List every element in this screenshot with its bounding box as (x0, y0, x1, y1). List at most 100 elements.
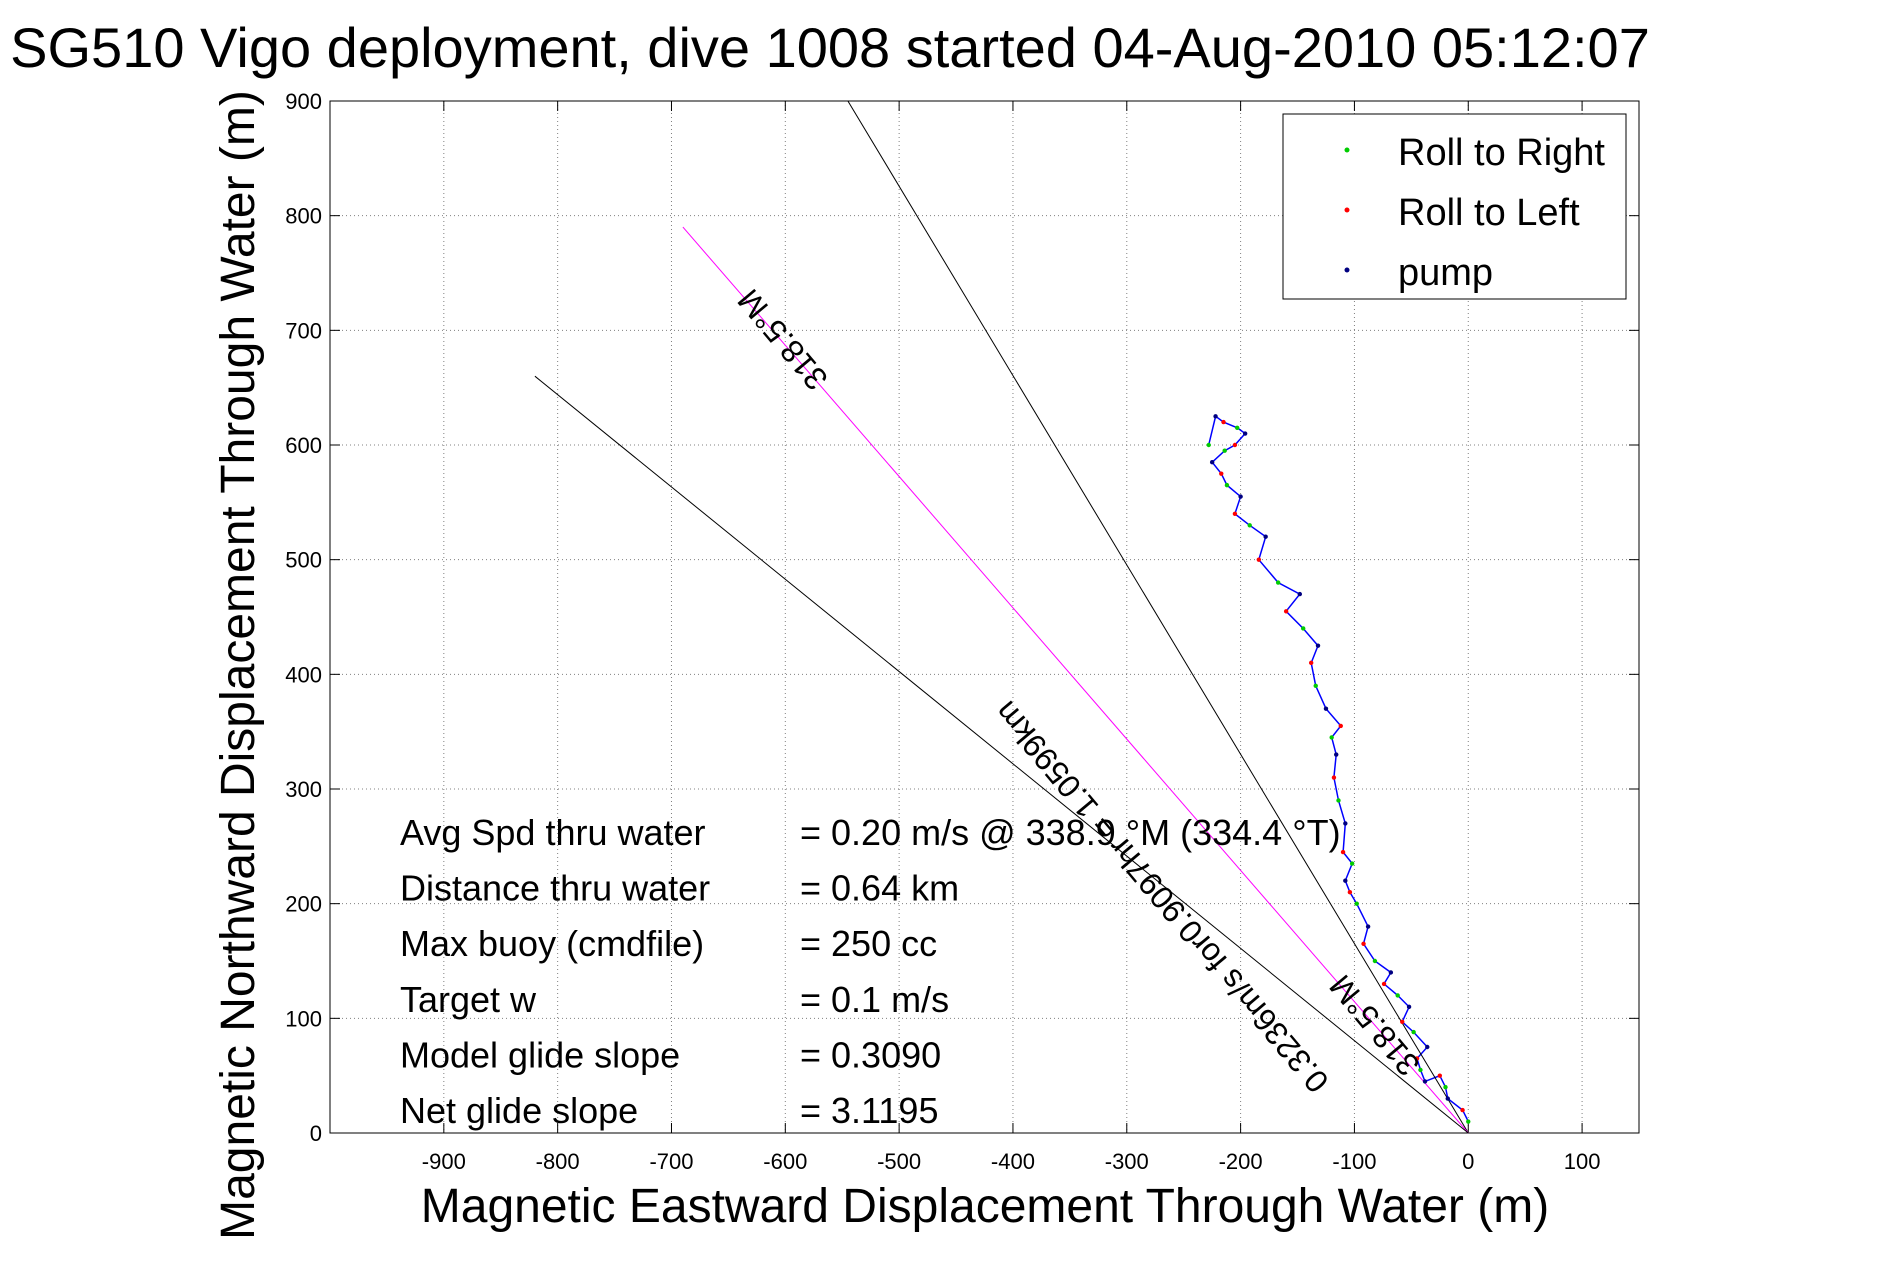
track-marker (1209, 460, 1215, 465)
track-marker (1334, 752, 1339, 757)
track-marker (1315, 643, 1321, 648)
track-marker (1365, 924, 1371, 929)
track-marker (1224, 482, 1230, 488)
track-marker (1418, 1067, 1423, 1073)
plot-area-frame (329, 100, 1640, 1134)
chart-title: SG510 Vigo deployment, dive 1008 started… (10, 16, 1650, 79)
roll-pump-markers (1206, 414, 1471, 1124)
y-tick-label: 700 (285, 318, 322, 343)
track-marker (1343, 878, 1348, 883)
track-marker (1247, 523, 1252, 528)
y-axis-ticks: 0 100 200 300 400 500 600 700 800 900 (285, 89, 1639, 1146)
legend: Roll to Right Roll to Left pump (1282, 113, 1627, 300)
x-axis-ticks: -900 -800 -700 -600 -500 -400 -300 -200 -100 0 100 (422, 101, 1601, 1174)
track-marker (1372, 958, 1378, 964)
track-marker (1301, 626, 1306, 631)
track-marker (1338, 723, 1343, 729)
annotations: 318.5°M0.3236m/s for0.9097hr = 1.0599km3… (730, 282, 1426, 1099)
track-marker (1206, 442, 1211, 448)
track-marker (1445, 1096, 1450, 1101)
x-tick-label: 100 (1564, 1149, 1601, 1174)
stat-value: = 0.1 m/s (800, 979, 949, 1020)
stat-value: = 0.64 km (800, 868, 959, 909)
track-marker (1347, 890, 1353, 895)
annotation-text: 0.3236m/s for0.9097hr = 1.0599km (987, 694, 1335, 1099)
y-tick-label: 400 (285, 662, 322, 687)
annotation-text: 318.5°M (1322, 968, 1426, 1083)
stat-label: Net glide slope (400, 1090, 638, 1131)
track-marker (1414, 1056, 1420, 1061)
track-marker (1437, 1073, 1443, 1078)
stat-label: Distance thru water (400, 868, 710, 909)
y-tick-label: 200 (285, 892, 322, 917)
track-marker (1297, 591, 1302, 597)
track-marker (1275, 580, 1281, 585)
legend-marker (1344, 207, 1350, 213)
stats-block: Avg Spd thru water = 0.20 m/s @ 338.9 °M … (400, 812, 1341, 1131)
track-marker (1242, 431, 1248, 436)
track-marker (1232, 511, 1238, 516)
track-marker (1354, 901, 1359, 906)
track-marker (1336, 798, 1341, 803)
legend-label: Roll to Left (1398, 192, 1580, 234)
track-marker (1313, 683, 1318, 688)
stat-label: Max buoy (cmdfile) (400, 923, 704, 964)
track-marker (1361, 941, 1366, 946)
stat-label: Model glide slope (400, 1034, 680, 1075)
x-tick-label: -700 (649, 1149, 693, 1174)
stat-label: Target w (400, 979, 537, 1020)
track-marker (1343, 821, 1348, 826)
track-marker (1238, 494, 1243, 499)
x-axis-label: Magnetic Eastward Displacement Through W… (421, 1180, 1549, 1233)
track-marker (1232, 442, 1238, 448)
track-marker (1422, 1079, 1428, 1084)
x-tick-label: -300 (1105, 1149, 1149, 1174)
legend-label: pump (1398, 252, 1493, 294)
track-marker (1381, 981, 1387, 987)
track-marker (1331, 775, 1337, 780)
x-tick-label: -500 (877, 1149, 921, 1174)
legend-label: Roll to Right (1398, 132, 1605, 174)
series-layer (534, 100, 1469, 1134)
y-tick-label: 600 (285, 433, 322, 458)
legend-marker (1344, 267, 1350, 273)
y-tick-label: 100 (285, 1006, 322, 1031)
track-marker (1406, 1004, 1412, 1010)
x-tick-label: -200 (1219, 1149, 1263, 1174)
y-tick-label: 0 (310, 1121, 322, 1146)
track-marker (1388, 970, 1394, 975)
heading-line (847, 100, 1469, 1134)
track-marker (1256, 557, 1262, 562)
track-marker (1349, 861, 1355, 866)
x-tick-label: -100 (1332, 1149, 1376, 1174)
y-tick-label: 900 (285, 89, 322, 114)
y-tick-label: 500 (285, 548, 322, 573)
track-marker (1443, 1084, 1448, 1090)
track-marker (1323, 706, 1329, 711)
y-tick-label: 800 (285, 204, 322, 229)
heading-line (534, 375, 1469, 1134)
track-marker (1329, 735, 1334, 740)
stat-value: = 250 cc (800, 923, 937, 964)
stat-value: = 3.1195 (800, 1090, 938, 1131)
heading-line (682, 226, 1469, 1134)
track-marker (1460, 1107, 1465, 1113)
stat-label: Avg Spd thru water (400, 812, 706, 853)
track-marker (1222, 448, 1227, 453)
track-marker (1466, 1119, 1471, 1124)
track-marker (1283, 609, 1289, 614)
track-marker (1395, 993, 1400, 998)
y-tick-label: 300 (285, 777, 322, 802)
glider-track-line (1207, 415, 1469, 1122)
track-marker (1425, 1044, 1430, 1050)
track-marker (1400, 1019, 1405, 1024)
track-marker (1340, 849, 1346, 855)
track-marker (1213, 414, 1218, 419)
stat-value: = 0.20 m/s @ 338.9 °M (334.4 °T) (800, 812, 1341, 853)
track-marker (1221, 419, 1226, 425)
track-marker (1234, 425, 1240, 430)
y-axis-label: Magnetic Northward Displacement Through … (212, 90, 265, 1240)
track-marker (1219, 471, 1224, 476)
stat-value: = 0.3090 (800, 1034, 941, 1075)
